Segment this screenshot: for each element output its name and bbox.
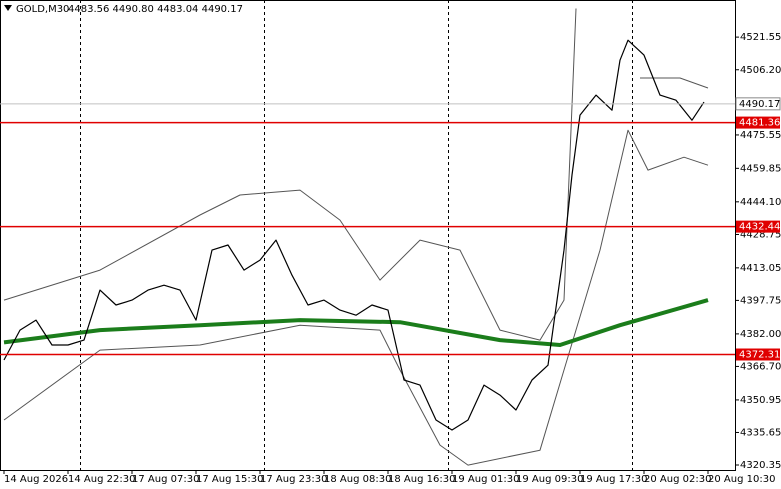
last-price-label: 4490.17 (739, 99, 780, 110)
y-tick-label: 4521.55 (740, 32, 781, 43)
x-tick-label: 19 Aug 09:30 (516, 474, 583, 485)
menu-arrow[interactable] (4, 5, 12, 11)
level-label: 4432.44 (739, 222, 780, 233)
x-tick-label: 19 Aug 01:30 (452, 474, 519, 485)
series-line (3, 39, 705, 431)
plot-area (3, 8, 709, 466)
level-label-box (736, 220, 780, 233)
level-label: 4372.31 (739, 349, 780, 360)
level-label-box (736, 116, 780, 129)
series-line (3, 298, 709, 347)
y-tick-label: 4413.05 (740, 263, 781, 274)
level-label: 4481.36 (739, 118, 780, 129)
x-tick-label: 17 Aug 23:30 (260, 474, 327, 485)
ohlc: 4483.56 4490.80 4483.04 4490.17 (68, 4, 243, 15)
y-tick-label: 4320.35 (740, 460, 781, 471)
plot-frame (0, 0, 736, 471)
level-label-box (736, 348, 780, 361)
x-tick-label: 14 Aug 2026 (4, 474, 68, 485)
y-tick-label: 4444.10 (740, 197, 781, 208)
x-tick-label: 19 Aug 17:30 (580, 474, 647, 485)
y-tick-label: 4382.00 (740, 329, 781, 340)
series-line (3, 129, 709, 466)
y-tick-label: 4459.85 (740, 163, 781, 174)
y-tick-label: 4335.65 (740, 427, 781, 438)
x-tick-label: 18 Aug 16:30 (388, 474, 455, 485)
x-tick-label: 20 Aug 10:30 (708, 474, 775, 485)
x-tick-label: 17 Aug 15:30 (196, 474, 263, 485)
x-tick-label: 18 Aug 08:30 (324, 474, 391, 485)
y-tick-label: 4366.70 (740, 361, 781, 372)
x-tick-label: 20 Aug 02:30 (644, 474, 711, 485)
y-tick-label: 4506.20 (740, 65, 781, 76)
x-tick-label: 17 Aug 07:30 (132, 474, 199, 485)
symbol: GOLD,M30 (16, 4, 69, 15)
y-tick-label: 4397.75 (740, 295, 781, 306)
x-tick-label: 14 Aug 22:30 (68, 474, 135, 485)
y-tick-label: 4350.95 (740, 395, 781, 406)
y-tick-label: 4428.75 (740, 229, 781, 240)
y-tick-label: 4475.55 (740, 130, 781, 141)
last-price-box (735, 97, 781, 111)
